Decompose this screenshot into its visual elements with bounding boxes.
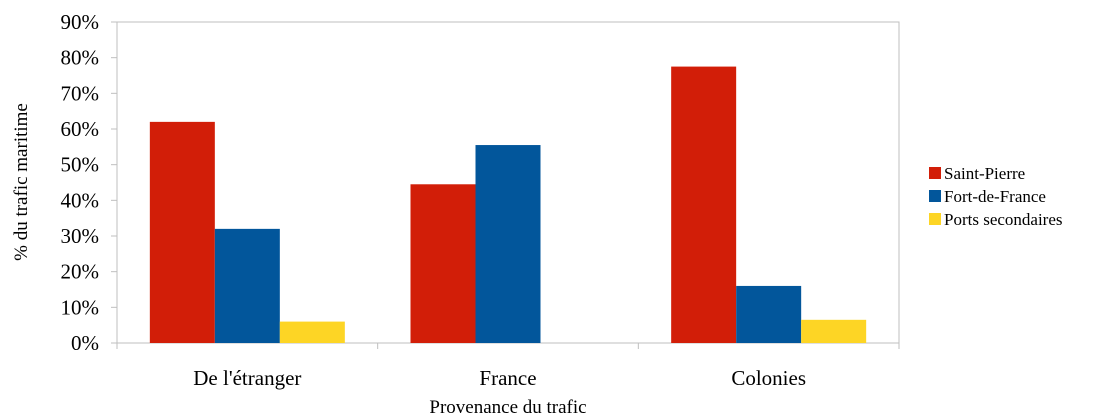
legend-label: Saint-Pierre bbox=[944, 164, 1025, 183]
bar bbox=[279, 321, 345, 343]
y-tick-label: 10% bbox=[61, 295, 100, 319]
bar bbox=[801, 319, 867, 343]
y-axis-title: % du trafic maritime bbox=[11, 103, 32, 261]
legend-label: Ports secondaires bbox=[944, 210, 1063, 229]
x-tick-label: De l'étranger bbox=[193, 366, 301, 390]
x-tick-label: France bbox=[479, 366, 536, 390]
y-tick-label: 50% bbox=[61, 153, 100, 177]
bar bbox=[736, 285, 802, 343]
x-tick-label: Colonies bbox=[731, 366, 806, 390]
legend: Saint-Pierre Fort-de-France Ports secondai… bbox=[929, 164, 1063, 229]
bar bbox=[410, 184, 476, 343]
bar bbox=[214, 228, 280, 343]
legend-swatch bbox=[929, 213, 941, 225]
y-tick-label: 70% bbox=[61, 81, 100, 105]
bar bbox=[475, 145, 541, 343]
x-axis-title: Provenance du trafic bbox=[429, 397, 586, 416]
legend-swatch bbox=[929, 167, 941, 179]
y-tick-label: 80% bbox=[61, 46, 100, 70]
y-tick-label: 20% bbox=[61, 260, 100, 284]
y-tick-label: 60% bbox=[61, 117, 100, 141]
bars bbox=[149, 66, 867, 343]
y-tick-label: 0% bbox=[71, 331, 99, 355]
bar bbox=[149, 121, 215, 343]
legend-swatch bbox=[929, 190, 941, 202]
y-axis: 0% 10% 20% 30% 40% 50% 60% 70% 80% 90% bbox=[61, 10, 117, 355]
y-tick-label: 30% bbox=[61, 224, 100, 248]
y-tick-label: 40% bbox=[61, 188, 100, 212]
bar bbox=[671, 66, 737, 343]
x-axis: De l'étranger France Colonies bbox=[116, 343, 900, 390]
legend-label: Fort-de-France bbox=[944, 187, 1046, 206]
y-tick-label: 90% bbox=[61, 10, 100, 34]
